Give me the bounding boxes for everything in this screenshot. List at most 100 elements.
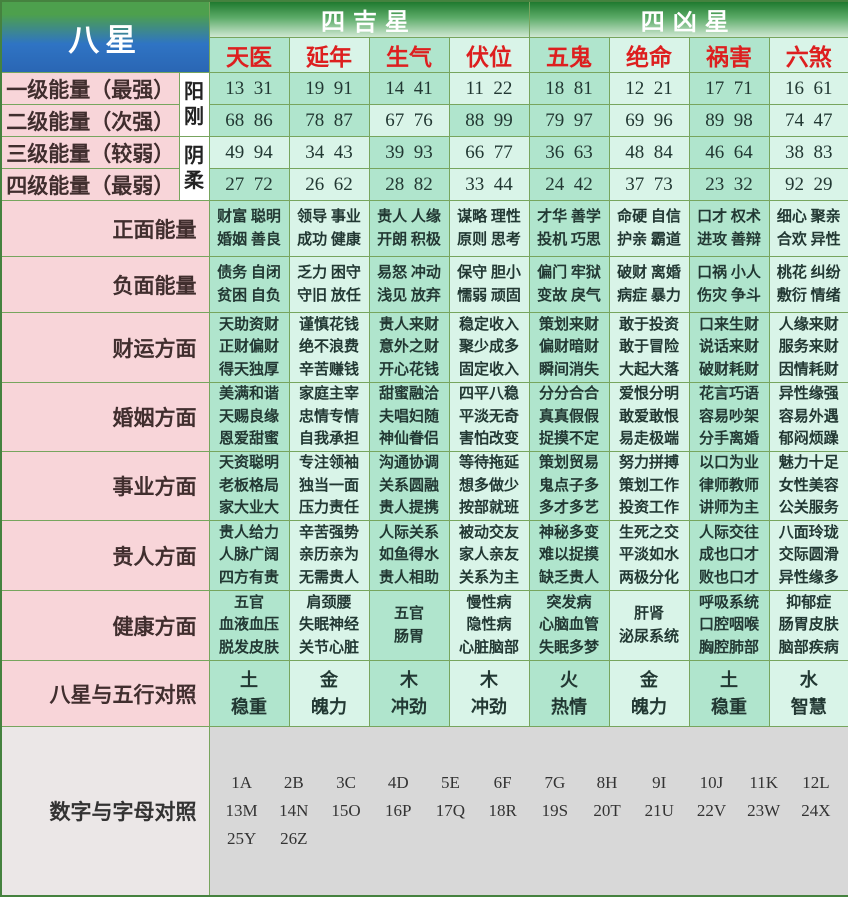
letter-pair: 3C bbox=[320, 773, 372, 793]
letter-pair: 24X bbox=[790, 801, 842, 821]
aspect-cell: 努力拼搏 策划工作 投资工作 bbox=[609, 452, 689, 521]
corner-title: 八星 bbox=[1, 1, 209, 73]
letter-pair: 25Y bbox=[216, 829, 268, 849]
five-element-cell: 火 热情 bbox=[529, 661, 609, 727]
energy-value-cell: 78 87 bbox=[289, 105, 369, 137]
aspect-cell: 天助资财 正财偏财 得天独厚 bbox=[209, 313, 289, 383]
row-label-career: 事业方面 bbox=[1, 452, 209, 521]
aspect-cell: 花言巧语 容易吵架 分手离婚 bbox=[689, 383, 769, 452]
energy-value-cell: 34 43 bbox=[289, 137, 369, 169]
energy-value-cell: 23 32 bbox=[689, 169, 769, 201]
aspect-cell: 八面玲珑 交际圆滑 异性缘多 bbox=[769, 521, 848, 591]
energy-value-cell: 48 84 bbox=[609, 137, 689, 169]
aspect-cell: 五官 血液血压 脱发皮肤 bbox=[209, 591, 289, 661]
aspect-cell: 被动交友 家人亲友 关系为主 bbox=[449, 521, 529, 591]
aspect-cell: 爱恨分明 敢爱敢恨 易走极端 bbox=[609, 383, 689, 452]
aspect-cell: 四平八稳 平淡无奇 害怕改变 bbox=[449, 383, 529, 452]
letter-pair: 8H bbox=[581, 773, 633, 793]
letter-pair: 11K bbox=[738, 773, 790, 793]
aspect-cell: 口才 权术 进攻 善辩 bbox=[689, 201, 769, 257]
aspect-cell: 敢于投资 敢于冒险 大起大落 bbox=[609, 313, 689, 383]
energy-value-cell: 37 73 bbox=[609, 169, 689, 201]
energy-value-cell: 36 63 bbox=[529, 137, 609, 169]
letter-pair: 5E bbox=[424, 773, 476, 793]
energy-value-cell: 18 81 bbox=[529, 73, 609, 105]
energy-value-cell: 14 41 bbox=[369, 73, 449, 105]
row-label-benefactor: 贵人方面 bbox=[1, 521, 209, 591]
letter-pair: 14N bbox=[268, 801, 320, 821]
aspect-cell: 谨慎花钱 绝不浪费 辛苦赚钱 bbox=[289, 313, 369, 383]
energy-value-cell: 16 61 bbox=[769, 73, 848, 105]
column-header-fuwei: 伏位 bbox=[449, 38, 529, 73]
letter-pair: 9I bbox=[633, 773, 685, 793]
letter-pair: 6F bbox=[477, 773, 529, 793]
energy-value-cell: 38 83 bbox=[769, 137, 848, 169]
energy-value-cell: 79 97 bbox=[529, 105, 609, 137]
aspect-cell: 魅力十足 女性美容 公关服务 bbox=[769, 452, 848, 521]
yin-rou-label: 阴柔 bbox=[179, 137, 209, 201]
energy-value-cell: 88 99 bbox=[449, 105, 529, 137]
energy-value-cell: 49 94 bbox=[209, 137, 289, 169]
column-header-yannian: 延年 bbox=[289, 38, 369, 73]
aspect-cell: 财富 聪明 婚姻 善良 bbox=[209, 201, 289, 257]
aspect-cell: 呼吸系统 口腔咽喉 胸腔肺部 bbox=[689, 591, 769, 661]
letter-pair: 22V bbox=[685, 801, 737, 821]
letter-pair: 10J bbox=[685, 773, 737, 793]
column-header-shengqi: 生气 bbox=[369, 38, 449, 73]
energy-value-cell: 66 77 bbox=[449, 137, 529, 169]
aspect-cell: 偏门 牢狱 变故 戾气 bbox=[529, 257, 609, 313]
aspect-cell: 专注领袖 独当一面 压力责任 bbox=[289, 452, 369, 521]
letter-pair: 20T bbox=[581, 801, 633, 821]
energy-value-cell: 11 22 bbox=[449, 73, 529, 105]
aspect-cell: 易怒 冲动 浅见 放弃 bbox=[369, 257, 449, 313]
aspect-cell: 分分合合 真真假假 捉摸不定 bbox=[529, 383, 609, 452]
energy-value-cell: 68 86 bbox=[209, 105, 289, 137]
aspect-cell: 神秘多变 难以捉摸 缺乏贵人 bbox=[529, 521, 609, 591]
energy-value-cell: 89 98 bbox=[689, 105, 769, 137]
yang-gang-label: 阳刚 bbox=[179, 73, 209, 137]
aspect-cell: 家庭主宰 忠情专情 自我承担 bbox=[289, 383, 369, 452]
aspect-cell: 美满和谐 天赐良缘 恩爱甜蜜 bbox=[209, 383, 289, 452]
aspect-cell: 细心 聚亲 合欢 异性 bbox=[769, 201, 848, 257]
number-letter-key-cell: 1A 2B 3C 4D 5E 6F 7G 8H 9I 10J 11K 12L 1… bbox=[209, 727, 848, 897]
letter-pair: 18R bbox=[477, 801, 529, 821]
aspect-cell: 口来生财 说话来财 破财耗财 bbox=[689, 313, 769, 383]
aspect-cell: 人际交往 成也口才 败也口才 bbox=[689, 521, 769, 591]
energy-value-cell: 24 42 bbox=[529, 169, 609, 201]
letter-pair: 15O bbox=[320, 801, 372, 821]
aspect-cell: 策划来财 偏财暗财 瞬间消失 bbox=[529, 313, 609, 383]
letter-pair: 12L bbox=[790, 773, 842, 793]
energy-value-cell: 19 91 bbox=[289, 73, 369, 105]
aspect-cell: 桃花 纠纷 敷衍 情绪 bbox=[769, 257, 848, 313]
column-header-jueming: 绝命 bbox=[609, 38, 689, 73]
energy-value-cell: 17 71 bbox=[689, 73, 769, 105]
column-header-huohai: 祸害 bbox=[689, 38, 769, 73]
aspect-cell: 贵人 人缘 开朗 积极 bbox=[369, 201, 449, 257]
aspect-cell: 以口为业 律师教师 讲师为主 bbox=[689, 452, 769, 521]
aspect-cell: 突发病 心脑血管 失眠多梦 bbox=[529, 591, 609, 661]
five-element-cell: 水 智慧 bbox=[769, 661, 848, 727]
aspect-cell: 抑郁症 肠胃皮肤 脑部疾病 bbox=[769, 591, 848, 661]
five-element-cell: 金 魄力 bbox=[609, 661, 689, 727]
row-label-wealth: 财运方面 bbox=[1, 313, 209, 383]
energy-value-cell: 28 82 bbox=[369, 169, 449, 201]
aspect-cell: 才华 善学 投机 巧思 bbox=[529, 201, 609, 257]
aspect-cell: 保守 胆小 懦弱 顽固 bbox=[449, 257, 529, 313]
energy-value-cell: 33 44 bbox=[449, 169, 529, 201]
five-element-cell: 木 冲劲 bbox=[369, 661, 449, 727]
letter-pair: 23W bbox=[738, 801, 790, 821]
aspect-cell: 肝肾 泌尿系统 bbox=[609, 591, 689, 661]
column-header-wugui: 五鬼 bbox=[529, 38, 609, 73]
energy-value-cell: 67 76 bbox=[369, 105, 449, 137]
yin-rou-text: 阴柔 bbox=[183, 144, 205, 194]
aspect-cell: 贵人来财 意外之财 开心花钱 bbox=[369, 313, 449, 383]
column-header-liusha: 六煞 bbox=[769, 38, 848, 73]
energy-value-cell: 39 93 bbox=[369, 137, 449, 169]
letter-pair: 1A bbox=[216, 773, 268, 793]
five-element-cell: 土 稳重 bbox=[689, 661, 769, 727]
aspect-cell: 人缘来财 服务来财 因情耗财 bbox=[769, 313, 848, 383]
aspect-cell: 沟通协调 关系圆融 贵人提携 bbox=[369, 452, 449, 521]
letter-pair: 13M bbox=[216, 801, 268, 821]
aspect-cell: 谋略 理性 原则 思考 bbox=[449, 201, 529, 257]
row-label-health: 健康方面 bbox=[1, 591, 209, 661]
